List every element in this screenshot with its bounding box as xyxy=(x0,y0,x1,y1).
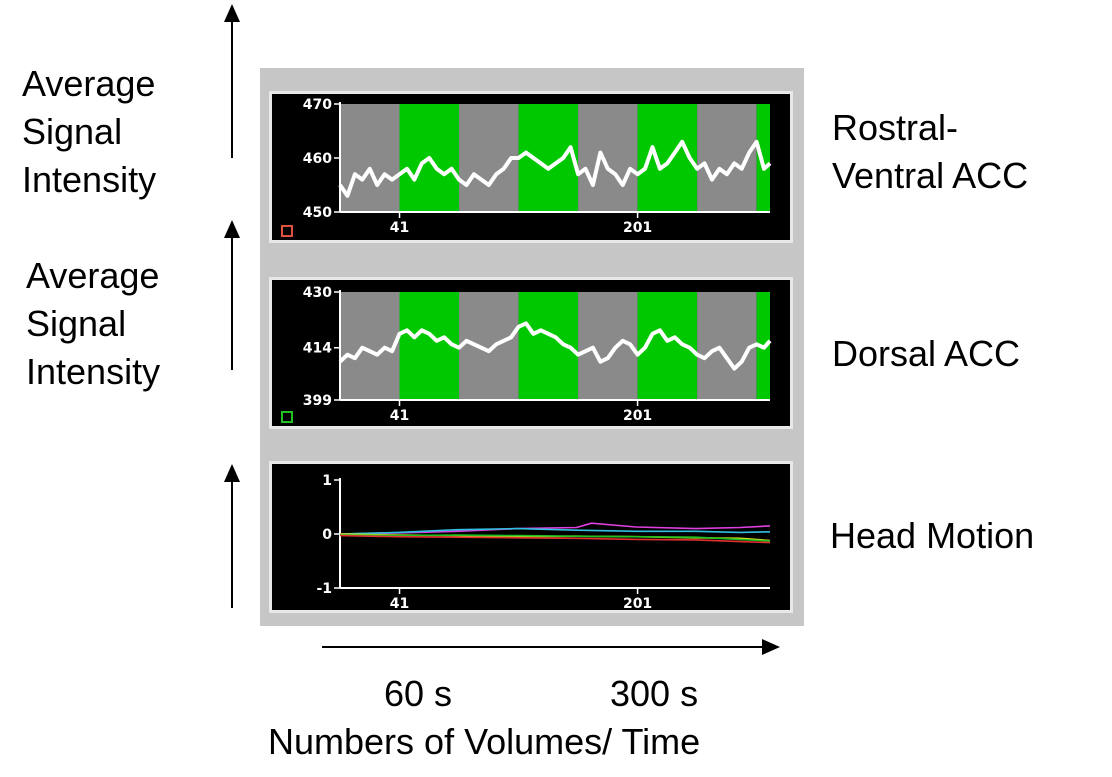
y-tick-label: 460 xyxy=(303,151,332,167)
y-tick-label: 450 xyxy=(303,205,332,221)
x-tick-label: 201 xyxy=(623,220,652,236)
x-tick-label: 41 xyxy=(390,596,409,612)
y-label-1-line-2: Signal xyxy=(22,111,123,152)
series-line xyxy=(339,534,771,542)
y-tick-label: 1 xyxy=(322,473,332,489)
y-label-2-line-3: Intensity xyxy=(26,351,161,392)
series-line xyxy=(339,527,771,535)
region-3-label: Head Motion xyxy=(830,515,1035,556)
y-tick-label: 414 xyxy=(303,341,332,357)
block-green xyxy=(399,292,460,400)
block-gray xyxy=(578,292,638,400)
time-60-label: 60 s xyxy=(384,673,453,714)
series-line xyxy=(338,139,772,198)
y-tick-label: 430 xyxy=(303,285,332,301)
x-tick-label: 201 xyxy=(623,596,652,612)
left-arrow-2 xyxy=(224,220,240,370)
series-line xyxy=(339,534,771,544)
series-line xyxy=(339,522,771,535)
y-tick-label: 470 xyxy=(303,97,332,113)
x-tick-label: 41 xyxy=(390,220,409,236)
series-line xyxy=(338,321,772,371)
left-arrow-1 xyxy=(224,4,240,158)
time-arrow xyxy=(322,639,780,655)
series-marker-icon xyxy=(281,411,293,423)
y-label-1-line-3: Intensity xyxy=(22,159,157,200)
y-label-1-line-1: Average xyxy=(22,63,156,104)
left-arrow-3 xyxy=(224,464,240,608)
y-tick-label: 399 xyxy=(303,393,332,409)
region-1-line-2: Ventral ACC xyxy=(832,155,1029,196)
block-gray xyxy=(459,104,519,212)
panel-dorsal-acc: 430 414 399 41 201 xyxy=(269,277,793,429)
block-gray xyxy=(697,292,757,400)
x-axis-title: Numbers of Volumes/ Time xyxy=(268,721,701,762)
x-tick-label: 41 xyxy=(390,408,409,424)
y-tick-label: 0 xyxy=(322,527,332,543)
y-tick-label: -1 xyxy=(316,581,332,597)
region-1-line-1: Rostral- xyxy=(832,107,959,148)
block-green xyxy=(756,104,770,212)
y-label-2-line-2: Signal xyxy=(26,303,127,344)
x-tick-label: 201 xyxy=(623,408,652,424)
block-gray xyxy=(578,104,638,212)
series-marker-icon xyxy=(281,225,293,237)
panel-rostral-ventral-acc: 470 460 450 41 201 xyxy=(269,91,793,243)
block-gray xyxy=(459,292,519,400)
block-green xyxy=(518,104,579,212)
time-300-label: 300 s xyxy=(610,673,699,714)
y-label-2-line-1: Average xyxy=(26,255,160,296)
region-2-label: Dorsal ACC xyxy=(832,333,1021,374)
block-gray xyxy=(340,292,400,400)
panel-head-motion: 1 0 -1 41 201 xyxy=(269,461,793,613)
